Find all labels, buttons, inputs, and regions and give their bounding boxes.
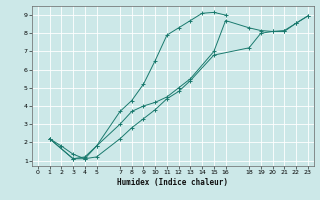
X-axis label: Humidex (Indice chaleur): Humidex (Indice chaleur) bbox=[117, 178, 228, 187]
